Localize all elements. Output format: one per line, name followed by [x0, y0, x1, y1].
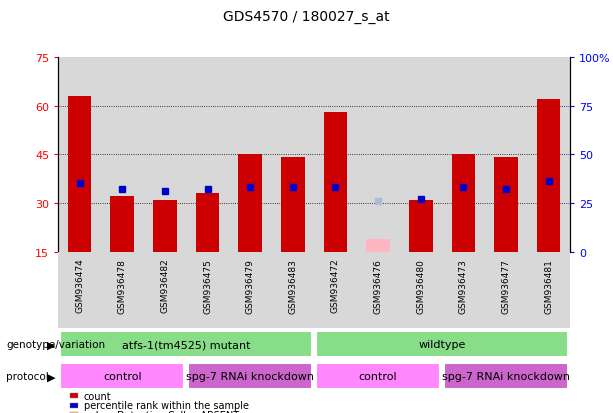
Text: GSM936478: GSM936478	[118, 258, 127, 313]
Text: GSM936477: GSM936477	[501, 258, 511, 313]
Text: atfs-1(tm4525) mutant: atfs-1(tm4525) mutant	[122, 339, 251, 349]
Bar	[400, 58, 442, 252]
Text: value, Detection Call = ABSENT: value, Detection Call = ABSENT	[84, 410, 239, 413]
Bar	[357, 252, 400, 328]
Bar	[367, 239, 390, 252]
Text: spg-7 RNAi knockdown: spg-7 RNAi knockdown	[186, 371, 314, 381]
Bar	[101, 252, 143, 328]
Bar	[485, 252, 527, 328]
Text: GSM936483: GSM936483	[288, 258, 297, 313]
Bar	[143, 252, 186, 328]
Bar	[186, 58, 229, 252]
Bar	[409, 200, 433, 252]
Text: GSM936482: GSM936482	[161, 258, 169, 313]
Text: GSM936475: GSM936475	[203, 258, 212, 313]
Text: wildtype: wildtype	[419, 339, 466, 349]
Bar	[400, 252, 442, 328]
Text: protocol: protocol	[6, 371, 49, 381]
Bar	[229, 252, 272, 328]
Bar	[110, 197, 134, 252]
Bar	[60, 332, 313, 357]
Bar	[68, 97, 91, 252]
Text: GDS4570 / 180027_s_at: GDS4570 / 180027_s_at	[223, 10, 390, 24]
Text: GSM936480: GSM936480	[416, 258, 425, 313]
Bar	[272, 58, 314, 252]
Text: GSM936473: GSM936473	[459, 258, 468, 313]
Bar	[188, 363, 313, 389]
Bar	[196, 194, 219, 252]
Bar	[272, 252, 314, 328]
Text: control: control	[359, 371, 397, 381]
Text: genotype/variation: genotype/variation	[6, 339, 105, 349]
Bar	[452, 155, 475, 252]
Bar	[527, 58, 570, 252]
Bar	[444, 363, 568, 389]
Text: GSM936481: GSM936481	[544, 258, 554, 313]
Bar	[316, 332, 568, 357]
Bar	[527, 252, 570, 328]
Bar	[143, 58, 186, 252]
Text: ▶: ▶	[47, 371, 55, 381]
Bar	[229, 58, 272, 252]
Text: count: count	[84, 391, 112, 401]
Bar	[281, 158, 305, 252]
Text: ▶: ▶	[47, 339, 55, 349]
Bar	[442, 252, 485, 328]
Text: GSM936479: GSM936479	[246, 258, 254, 313]
Bar	[153, 200, 177, 252]
Bar	[186, 252, 229, 328]
Bar	[238, 155, 262, 252]
Bar	[316, 363, 440, 389]
Bar	[324, 113, 347, 252]
Bar	[101, 58, 143, 252]
Bar	[537, 100, 560, 252]
Bar	[58, 58, 101, 252]
Text: GSM936474: GSM936474	[75, 258, 84, 313]
Bar	[485, 58, 527, 252]
Text: control: control	[103, 371, 142, 381]
Bar	[314, 58, 357, 252]
Bar	[494, 158, 518, 252]
Text: percentile rank within the sample: percentile rank within the sample	[84, 400, 249, 410]
Text: spg-7 RNAi knockdown: spg-7 RNAi knockdown	[442, 371, 570, 381]
Text: GSM936476: GSM936476	[374, 258, 383, 313]
Bar	[357, 58, 400, 252]
Bar	[442, 58, 485, 252]
Bar	[314, 252, 357, 328]
Text: GSM936472: GSM936472	[331, 258, 340, 313]
Bar	[60, 363, 185, 389]
Bar	[58, 252, 101, 328]
